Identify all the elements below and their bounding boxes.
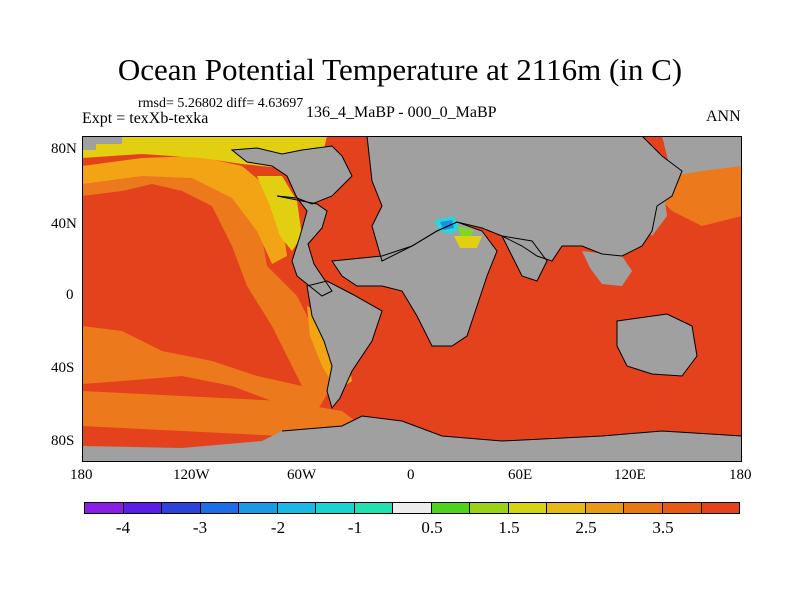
colorbar-label-neg1: -1 [347, 518, 363, 537]
rmsd-diff-stats: rmsd= 5.26802 diff= 4.63697 [138, 96, 304, 111]
colorbar-segment [508, 503, 548, 513]
colorbar-segment [277, 503, 317, 513]
colorbar-label-neg3: -3 [192, 518, 208, 537]
season-label: ANN [706, 108, 741, 125]
colorbar-segment [431, 503, 471, 513]
colorbar-segment [316, 503, 355, 513]
lon-label-120e: 120E [614, 467, 646, 483]
colorbar-label-2p5: 2.5 [575, 518, 597, 537]
north-pacific-warm [82, 156, 287, 264]
colorbar-segment [701, 503, 740, 513]
colorbar-segment [547, 503, 586, 513]
southern-ocean-orange [82, 391, 362, 436]
colorbar-label-3p5: 3.5 [652, 518, 674, 537]
colorbar-segment [624, 503, 663, 513]
lat-label-40s: 40S [51, 360, 75, 376]
colorbar-segment [123, 503, 163, 513]
colorbar-label-neg4: -4 [115, 518, 131, 537]
lon-label-0: 0 [407, 467, 415, 483]
colorbar-segment [85, 503, 124, 513]
colorbar-segment [162, 503, 201, 513]
colorbar-segment [585, 503, 625, 513]
lat-label-eq: 0 [66, 287, 74, 303]
lon-label-180w: 180 [70, 467, 93, 483]
experiment-label: Expt = texXb-texka [82, 110, 209, 127]
colorbar-label-neg2: -2 [270, 518, 286, 537]
mediterranean-yellow [454, 236, 482, 248]
plot-subtitle: 136_4_MaBP - 000_0_MaBP [306, 104, 497, 121]
colorbar-segment [239, 503, 278, 513]
lat-label-80s: 80S [51, 433, 75, 449]
colorbar-label-1p5: 1.5 [498, 518, 520, 537]
colorbar-segment [662, 503, 702, 513]
colorbar-segment [354, 503, 394, 513]
plot-title: Ocean Potential Temperature at 2116m (in… [117, 52, 683, 87]
coastlines [230, 136, 742, 442]
colorbar-segment [470, 503, 509, 513]
lat-label-40n: 40N [51, 216, 77, 232]
north-atlantic-yellow [257, 176, 302, 251]
pacific-red-core [82, 184, 302, 386]
lon-label-180e: 180 [729, 467, 752, 483]
lon-label-120w: 120W [173, 467, 210, 483]
land-mask [82, 136, 742, 462]
mediterranean-green [458, 226, 474, 238]
lon-label-60e: 60E [508, 467, 533, 483]
lat-label-80n: 80N [51, 141, 77, 157]
colorbar-label-0p5: 0.5 [421, 518, 443, 537]
temperature-map [82, 136, 742, 462]
colorbar [84, 502, 740, 514]
mediterranean-blue [440, 220, 454, 230]
colorbar-segment [200, 503, 240, 513]
map-frame [82, 136, 742, 462]
colorbar-segment [393, 503, 432, 513]
lon-label-60w: 60W [287, 467, 317, 483]
